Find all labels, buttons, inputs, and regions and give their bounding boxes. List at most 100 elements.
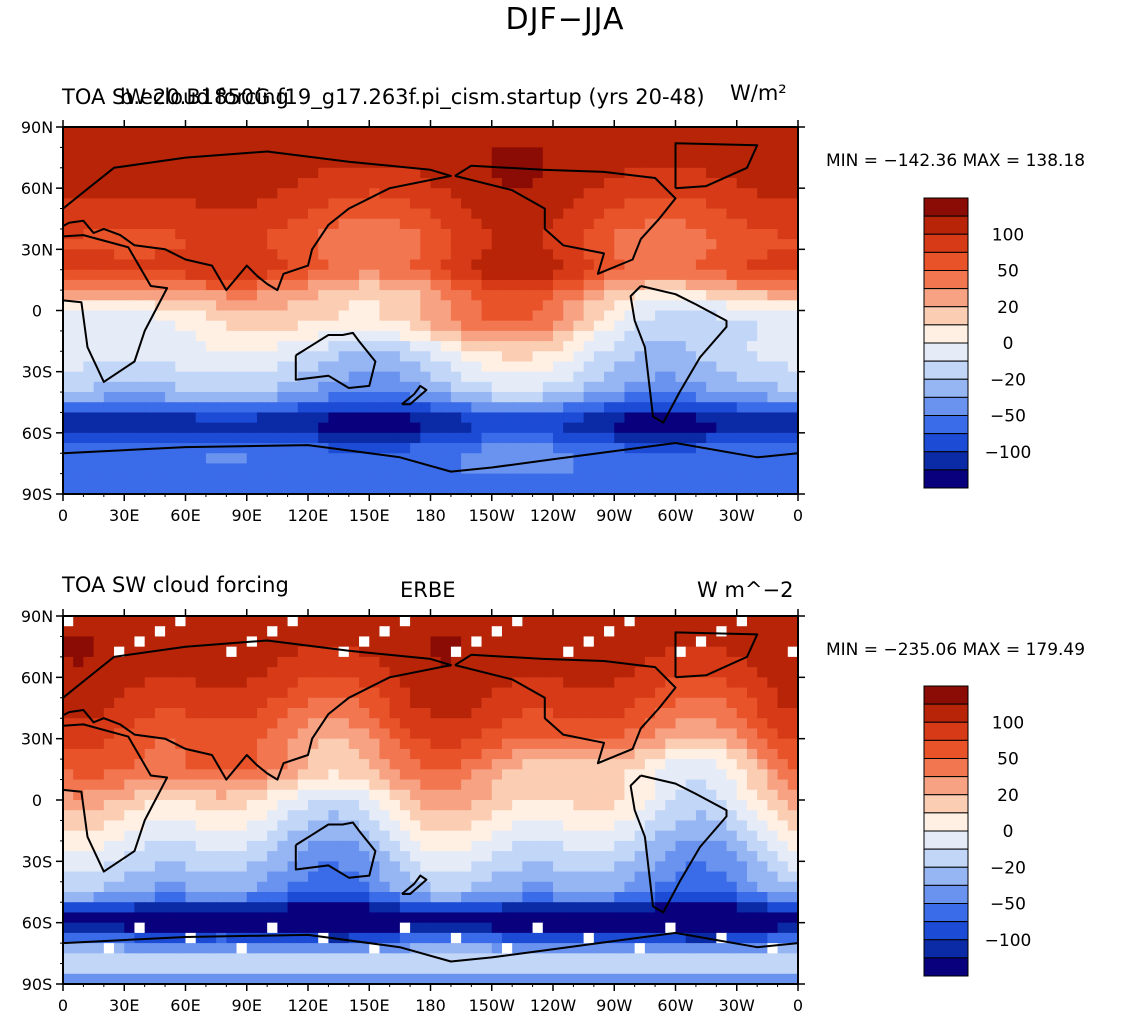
map-cell: [685, 810, 697, 822]
map-cell: [481, 789, 493, 801]
map-cell: [450, 320, 462, 332]
map-cell: [226, 728, 238, 740]
map-cell: [195, 259, 207, 271]
map-cell: [359, 667, 370, 679]
map-cell: [522, 432, 534, 444]
map-cell: [114, 769, 125, 781]
map-cell: [134, 290, 146, 302]
map-cell: [624, 147, 636, 159]
map-cell: [369, 636, 381, 648]
map-cell: [716, 361, 728, 373]
map-cell: [185, 443, 197, 454]
map-cell: [440, 279, 452, 291]
map-cell: [154, 830, 166, 842]
map-cell: [787, 861, 798, 873]
map-cell: [512, 636, 524, 648]
map-cell: [430, 677, 442, 689]
map-cell: [256, 759, 268, 771]
map-cell: [399, 300, 411, 312]
map-cell: [655, 708, 666, 719]
map-cell: [757, 636, 769, 648]
panel2-map: 0 30E 60E 90E 120E 150E 180 150W 120W 90W 60W 30W 09…: [21, 607, 805, 1015]
map-cell: [706, 616, 718, 627]
map-cell: [604, 239, 615, 251]
panel1-map: 0 30E 60E 90E 120E 150E 180 150W 120W 90W 60W 30W 09…: [21, 118, 805, 525]
map-cell: [359, 636, 370, 648]
map-cell: [410, 656, 421, 668]
map-cell: [706, 208, 718, 220]
map-cell: [410, 453, 421, 465]
map-cell: [430, 646, 442, 658]
map-cell: [308, 840, 319, 852]
map-cell: [359, 177, 370, 189]
map-cell: [205, 871, 217, 883]
map-cell: [695, 636, 707, 648]
coastline: [401, 384, 428, 406]
map-cell: [318, 473, 330, 485]
map-cell: [430, 708, 442, 719]
map-cell: [379, 310, 391, 322]
map-cell: [195, 381, 207, 393]
map-cell: [389, 330, 401, 342]
map-cell: [205, 228, 217, 240]
map-cell: [614, 626, 626, 638]
map-cell: [655, 789, 666, 801]
map-cell: [216, 932, 228, 944]
map-cell: [308, 361, 319, 373]
map-cell: [553, 371, 564, 383]
map-cell: [542, 422, 554, 434]
map-cell: [379, 157, 391, 169]
map-cell: [450, 269, 462, 281]
map-cell: [216, 820, 228, 832]
map-cell: [399, 800, 411, 811]
map-cell: [93, 239, 105, 251]
map-cell: [93, 310, 105, 322]
map-cell: [583, 800, 595, 811]
map-cell: [614, 912, 626, 924]
map-cell: [154, 361, 166, 373]
map-cell: [675, 177, 687, 189]
map-cell: [134, 473, 146, 485]
map-cell: [267, 626, 279, 638]
map-cell: [716, 239, 728, 251]
map-cell: [369, 871, 381, 883]
map-cell: [338, 218, 350, 230]
map-cell: [767, 351, 779, 363]
map-cell: [338, 412, 350, 424]
map-cell: [634, 218, 646, 230]
map-cell: [777, 320, 789, 332]
map-cell: [644, 728, 656, 740]
map-cell: [185, 687, 197, 699]
map-cell: [226, 718, 238, 730]
map-cell: [338, 636, 350, 648]
y-tick-label: 0: [32, 302, 42, 321]
map-cell: [665, 453, 677, 465]
map-cell: [685, 646, 697, 658]
map-cell: [236, 687, 248, 699]
map-cell: [226, 892, 238, 903]
map-cell: [461, 147, 473, 159]
map-cell: [736, 361, 748, 373]
map-cell: [348, 789, 360, 801]
map-cell: [501, 738, 513, 750]
map-cell: [736, 697, 748, 709]
map-cell: [695, 738, 707, 750]
map-cell: [175, 137, 187, 149]
map-cell: [563, 851, 575, 863]
map-cell: [144, 371, 156, 383]
map-cell: [481, 290, 493, 302]
map-cell: [542, 646, 554, 658]
map-cell: [103, 453, 115, 465]
map-cell: [481, 779, 493, 791]
map-cell: [369, 269, 381, 281]
map-cell: [706, 738, 718, 750]
map-cell: [83, 636, 95, 648]
map-cell: [134, 381, 146, 393]
map-cell: [144, 310, 156, 322]
map-cell: [512, 483, 524, 494]
map-cell: [369, 687, 381, 699]
map-cell: [185, 453, 197, 465]
map-cell: [706, 402, 718, 414]
map-cell: [450, 840, 462, 852]
map-cell: [583, 381, 595, 393]
